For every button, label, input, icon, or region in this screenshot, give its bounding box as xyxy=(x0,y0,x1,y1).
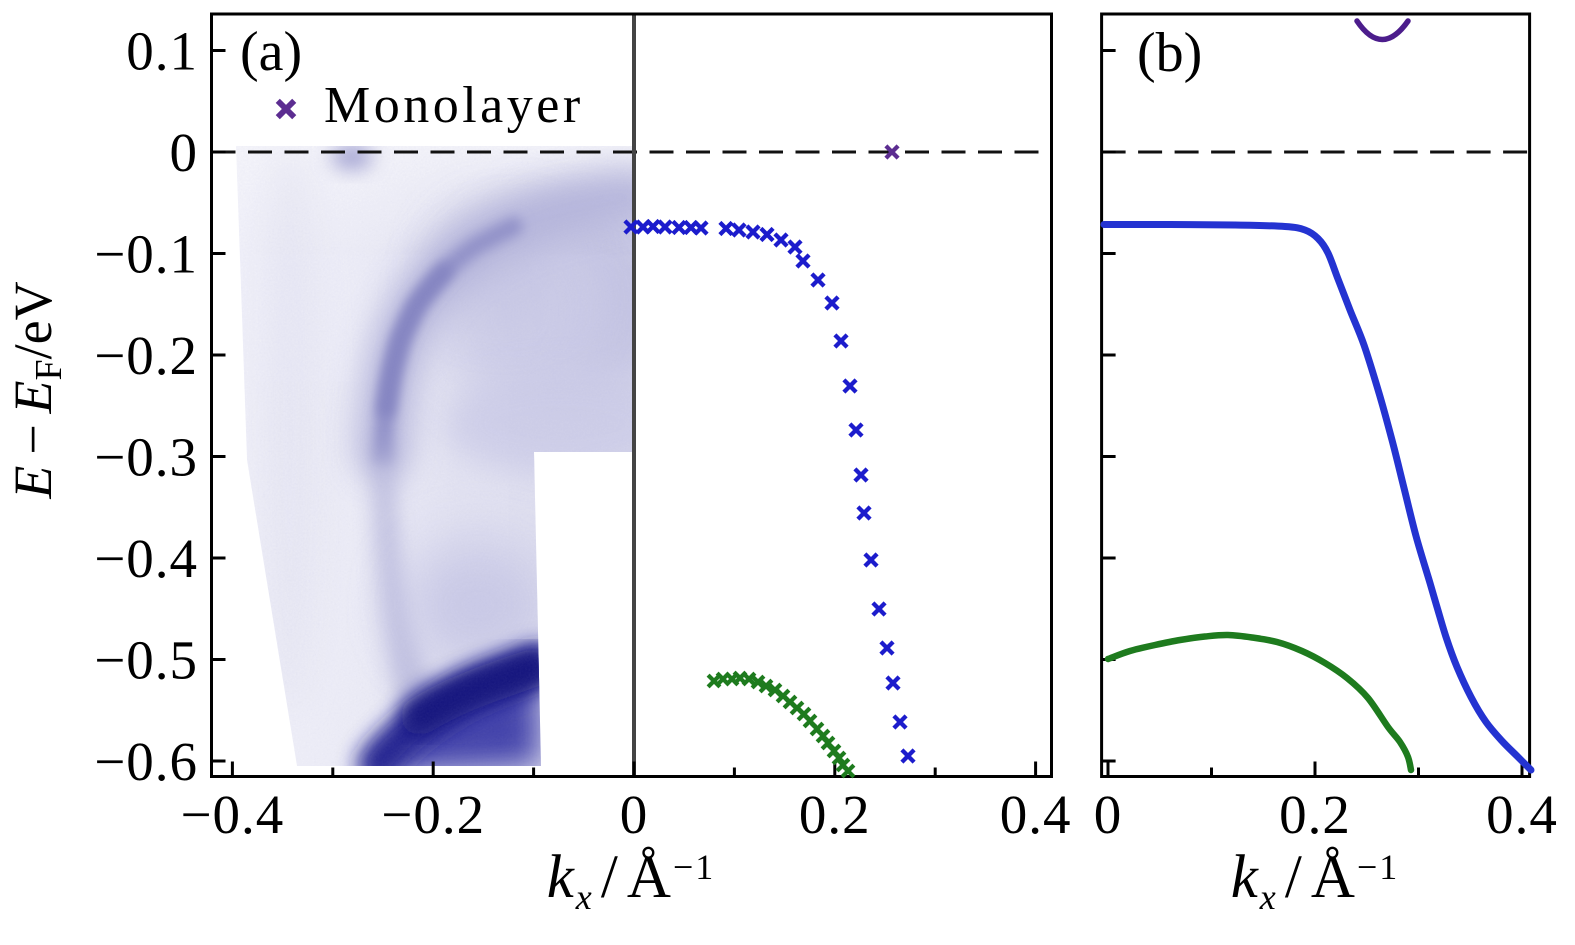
svg-text:−0.4: −0.4 xyxy=(94,528,198,589)
svg-text:0.1: 0.1 xyxy=(126,21,198,82)
svg-text:−0.2: −0.2 xyxy=(94,325,198,386)
svg-text:(b): (b) xyxy=(1137,22,1202,84)
svg-text:0.2: 0.2 xyxy=(799,784,871,845)
svg-text:kx / Å−1: kx / Å−1 xyxy=(547,844,716,917)
svg-text:kx / Å−1: kx / Å−1 xyxy=(1231,844,1400,917)
svg-text:0.4: 0.4 xyxy=(1486,784,1558,845)
svg-text:0: 0 xyxy=(170,122,199,183)
svg-text:−0.6: −0.6 xyxy=(94,731,198,792)
svg-text:(a): (a) xyxy=(240,21,302,83)
svg-text:−0.5: −0.5 xyxy=(94,630,198,691)
svg-text:0.4: 0.4 xyxy=(1000,784,1072,845)
svg-text:0: 0 xyxy=(620,784,649,845)
svg-text:0: 0 xyxy=(1094,784,1123,845)
svg-text:−0.4: −0.4 xyxy=(181,784,285,845)
svg-text:Monolayer: Monolayer xyxy=(324,77,584,134)
svg-text:0.2: 0.2 xyxy=(1279,784,1351,845)
svg-text:E − EF/eV: E − EF/eV xyxy=(3,281,70,499)
svg-text:−0.3: −0.3 xyxy=(94,427,198,488)
svg-text:−0.1: −0.1 xyxy=(94,224,198,285)
svg-text:−0.2: −0.2 xyxy=(381,784,485,845)
